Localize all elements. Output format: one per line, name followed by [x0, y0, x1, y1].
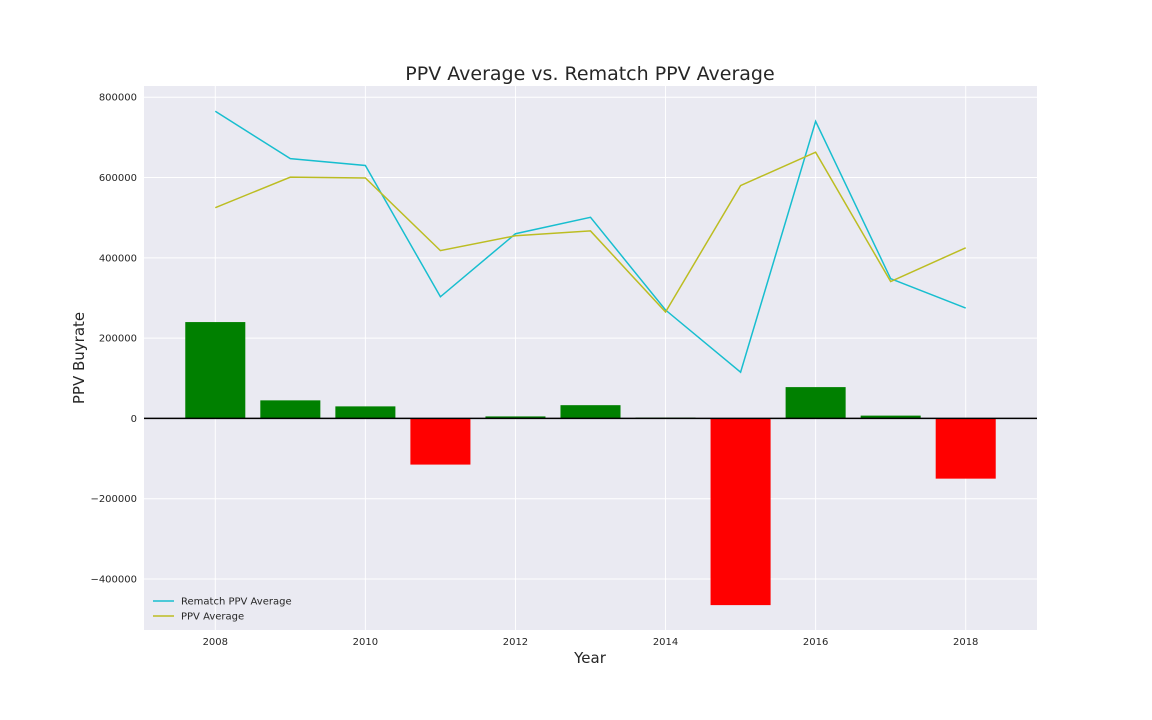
- x-axis-title: Year: [573, 649, 607, 667]
- x-tick-label: 2010: [353, 637, 378, 648]
- legend: Rematch PPV Average PPV Average: [153, 597, 292, 623]
- x-tick-label: 2014: [653, 637, 678, 648]
- plot-background: [144, 86, 1037, 630]
- bar-2010: [335, 406, 396, 419]
- x-tick-labels: 2008 2010 2012 2014 2016 2018: [203, 637, 979, 648]
- y-axis-title: PPV Buyrate: [70, 312, 88, 404]
- y-tick-label: 0: [131, 414, 137, 425]
- bar-2013: [560, 405, 621, 419]
- series-line-rematch-ppv-average: [214, 110, 966, 374]
- y-tick-label: 200000: [99, 334, 137, 345]
- legend-label-rematch-ppv-average: Rematch PPV Average: [181, 597, 292, 608]
- bar-2009: [260, 400, 321, 419]
- x-tick-label: 2018: [953, 637, 978, 648]
- y-tick-label: 800000: [99, 93, 137, 104]
- x-tick-label: 2016: [803, 637, 828, 648]
- legend-label-ppv-average: PPV Average: [181, 612, 244, 623]
- bars: [185, 322, 996, 606]
- x-tick-label: 2008: [203, 637, 228, 648]
- bar-2017: [860, 415, 921, 419]
- x-tick-label: 2012: [503, 637, 528, 648]
- chart-title: PPV Average vs. Rematch PPV Average: [405, 63, 774, 85]
- y-tick-labels: −400000 −200000 0 200000 400000 600000 800000: [90, 93, 137, 586]
- y-tick-label: −200000: [90, 494, 137, 505]
- y-tick-label: −400000: [90, 575, 137, 586]
- y-tick-label: 600000: [99, 173, 137, 184]
- bar-2008: [185, 322, 246, 419]
- bar-2011: [410, 418, 471, 465]
- bar-2016: [785, 387, 846, 419]
- series-lines: [214, 110, 967, 374]
- y-tick-label: 400000: [99, 253, 137, 264]
- bar-2015: [710, 418, 771, 606]
- bar-2012: [485, 416, 546, 419]
- bar-2018: [935, 418, 996, 479]
- series-line-ppv-average: [215, 151, 967, 314]
